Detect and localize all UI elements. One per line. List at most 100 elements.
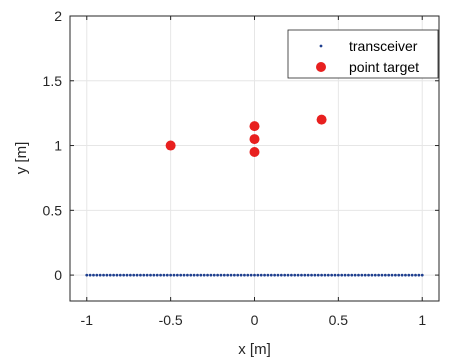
transceiver-point bbox=[370, 273, 374, 277]
transceiver-point bbox=[333, 273, 337, 277]
transceiver-point bbox=[347, 273, 350, 277]
transceiver-point bbox=[128, 273, 132, 277]
y-tick-label: 1.5 bbox=[43, 73, 63, 89]
transceiver-point bbox=[125, 273, 129, 277]
transceiver-point bbox=[263, 273, 266, 277]
transceiver-point bbox=[115, 273, 119, 277]
transceiver-point bbox=[290, 273, 293, 277]
y-tick-label: 1 bbox=[54, 138, 62, 154]
transceiver-point bbox=[196, 273, 199, 277]
legend-label-transceiver: transceiver bbox=[349, 38, 418, 54]
y-tick-label: 0.5 bbox=[43, 202, 63, 218]
transceiver-point bbox=[222, 273, 226, 277]
legend-box bbox=[287, 29, 439, 79]
transceiver-point bbox=[232, 273, 236, 277]
transceiver-point bbox=[139, 273, 142, 277]
transceiver-point bbox=[313, 273, 317, 277]
transceiver-point bbox=[162, 273, 166, 277]
transceiver-point bbox=[179, 273, 183, 277]
transceiver-point bbox=[414, 273, 417, 277]
transceiver-point bbox=[236, 273, 240, 277]
x-tick-label: 0.5 bbox=[329, 312, 349, 328]
transceiver-point bbox=[407, 273, 411, 277]
transceiver-point bbox=[142, 273, 146, 277]
transceiver-point bbox=[330, 273, 334, 277]
transceiver-point bbox=[206, 273, 209, 277]
transceiver-point bbox=[383, 273, 387, 277]
transceiver-point bbox=[246, 273, 250, 277]
transceiver-point bbox=[169, 273, 173, 277]
transceiver-point bbox=[182, 273, 186, 277]
transceiver-point bbox=[360, 273, 364, 277]
transceiver-point bbox=[102, 273, 105, 277]
transceiver-point bbox=[303, 273, 307, 277]
transceiver-point bbox=[323, 273, 327, 277]
point-target-marker bbox=[249, 147, 260, 158]
transceiver-point bbox=[112, 273, 116, 277]
y-axis-label: y [m] bbox=[13, 142, 30, 175]
transceiver-point bbox=[122, 273, 126, 277]
transceiver-point bbox=[320, 273, 323, 277]
x-tick-label: 0 bbox=[251, 312, 259, 328]
transceiver-point bbox=[88, 273, 92, 277]
transceiver-point bbox=[249, 273, 253, 277]
point-target-marker bbox=[165, 140, 176, 151]
transceiver-point bbox=[243, 273, 246, 277]
x-tick-label: -0.5 bbox=[159, 312, 183, 328]
transceiver-point bbox=[326, 273, 330, 277]
transceiver-point bbox=[105, 273, 109, 277]
transceiver-point bbox=[219, 273, 223, 277]
transceiver-point bbox=[135, 273, 139, 277]
transceiver-point bbox=[209, 273, 213, 277]
legend-marker-point-target bbox=[316, 62, 326, 72]
transceiver-point bbox=[145, 273, 149, 277]
transceiver-point bbox=[393, 273, 397, 277]
transceiver-point bbox=[404, 273, 407, 277]
transceiver-point bbox=[229, 273, 233, 277]
transceiver-point bbox=[98, 273, 102, 277]
transceiver-point bbox=[165, 273, 169, 277]
transceiver-point bbox=[310, 273, 313, 277]
transceiver-point bbox=[353, 273, 357, 277]
transceiver-point bbox=[212, 273, 216, 277]
legend-label-point-target: point target bbox=[349, 59, 419, 75]
transceiver-point bbox=[350, 273, 354, 277]
transceiver-point bbox=[253, 273, 256, 277]
transceiver-point bbox=[92, 273, 95, 277]
y-tick-label: 2 bbox=[54, 8, 62, 24]
transceiver-point bbox=[293, 273, 297, 277]
transceiver-point bbox=[377, 273, 381, 277]
transceiver-point bbox=[192, 273, 196, 277]
transceiver-point bbox=[400, 273, 404, 277]
data-layer bbox=[85, 114, 424, 277]
transceiver-point bbox=[85, 273, 89, 277]
transceiver-point bbox=[95, 273, 99, 277]
point-target-marker bbox=[249, 121, 260, 132]
y-tick-label: 0 bbox=[54, 267, 62, 283]
transceiver-point bbox=[387, 273, 391, 277]
transceiver-point bbox=[296, 273, 300, 277]
transceiver-point bbox=[266, 273, 270, 277]
transceiver-point bbox=[108, 273, 112, 277]
transceiver-point bbox=[283, 273, 287, 277]
transceiver-point bbox=[172, 273, 176, 277]
transceiver-point bbox=[152, 273, 156, 277]
transceiver-point bbox=[239, 273, 243, 277]
transceiver-point bbox=[336, 273, 340, 277]
transceiver-point bbox=[186, 273, 189, 277]
transceiver-point bbox=[300, 273, 303, 277]
transceiver-point bbox=[276, 273, 280, 277]
x-tick-label: 1 bbox=[418, 312, 426, 328]
transceiver-point bbox=[149, 273, 152, 277]
legend-marker-transceiver bbox=[319, 44, 323, 48]
transceiver-point bbox=[118, 273, 122, 277]
transceiver-point bbox=[397, 273, 401, 277]
transceiver-point bbox=[410, 273, 414, 277]
transceiver-point bbox=[279, 273, 283, 277]
transceiver-point bbox=[316, 273, 320, 277]
transceiver-point bbox=[189, 273, 193, 277]
transceiver-point bbox=[175, 273, 179, 277]
transceiver-point bbox=[226, 273, 230, 277]
transceiver-point bbox=[132, 273, 136, 277]
transceiver-point bbox=[155, 273, 159, 277]
